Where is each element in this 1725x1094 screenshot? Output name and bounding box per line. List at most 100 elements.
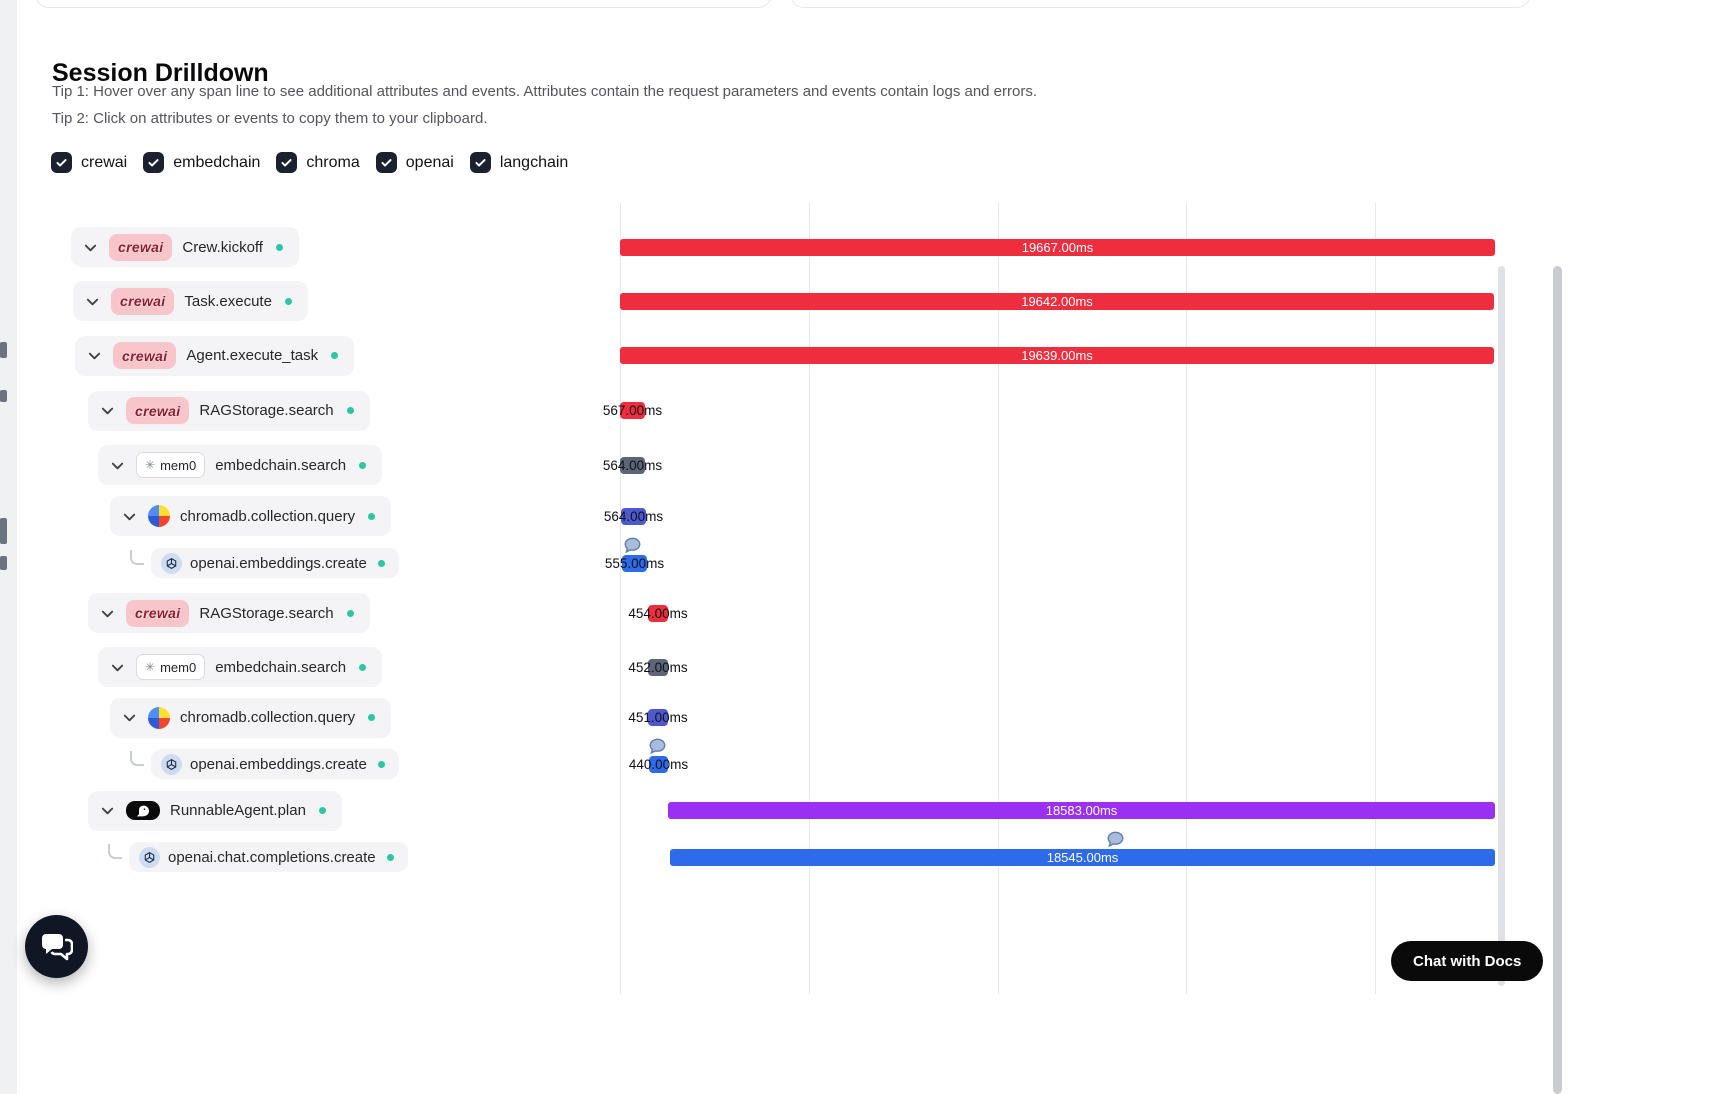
span-label-group: chromadb.collection.query xyxy=(110,697,392,738)
span-name: openai.chat.completions.create xyxy=(168,848,376,866)
tree-connector-icon xyxy=(108,843,122,859)
chevron-down-icon[interactable] xyxy=(120,507,138,525)
filter-chroma[interactable]: chroma xyxy=(276,152,363,173)
filter-label: embedchain xyxy=(173,153,261,171)
span-duration: 451.00ms xyxy=(628,710,688,725)
mem0-logo: ✳ mem0 xyxy=(136,654,206,680)
span-bar[interactable]: 19667.00ms xyxy=(620,238,1495,256)
timeline-gridline xyxy=(620,203,621,994)
chevron-down-icon[interactable] xyxy=(120,709,138,727)
span-bar[interactable]: 19639.00ms xyxy=(620,347,1494,364)
chevron-down-icon[interactable] xyxy=(81,238,99,256)
span-label[interactable]: crewai Agent.execute_task xyxy=(75,335,355,376)
chevron-down-icon[interactable] xyxy=(83,292,101,310)
status-dot xyxy=(346,407,354,414)
span-label[interactable]: crewai Task.execute xyxy=(73,281,308,321)
span-name: openai.embeddings.create xyxy=(190,755,367,773)
filter-langchain[interactable]: langchain xyxy=(469,152,573,173)
span-duration: 440.00ms xyxy=(628,756,689,772)
trace-row: crewai Agent.execute_task 19639.00ms xyxy=(0,328,1540,383)
top-card-stub-right xyxy=(790,0,1531,8)
chroma-logo-icon xyxy=(148,706,170,729)
filter-embedchain[interactable]: embedchain xyxy=(143,152,264,173)
status-dot xyxy=(318,807,326,814)
chevron-down-icon[interactable] xyxy=(85,347,103,365)
filter-label: langchain xyxy=(499,153,569,171)
event-bubble-icon[interactable] xyxy=(624,537,641,553)
checkbox-chroma-checked[interactable] xyxy=(276,152,298,173)
status-dot xyxy=(386,853,394,861)
filter-crewai[interactable]: crewai xyxy=(51,152,131,173)
event-bubble-icon[interactable] xyxy=(1107,831,1124,847)
left-edge-strip xyxy=(0,0,17,1094)
span-label[interactable]: chromadb.collection.query xyxy=(110,496,392,536)
span-label-group: openai.embeddings.create xyxy=(130,749,399,779)
span-label-group: ✳ mem0 embedchain.search xyxy=(98,445,383,485)
span-label-group: crewai Task.execute xyxy=(73,281,308,321)
span-bar[interactable] xyxy=(622,554,647,572)
span-label[interactable]: ✳ mem0 embedchain.search xyxy=(98,445,383,485)
span-name: Task.execute xyxy=(184,292,272,310)
page-scrollbar[interactable] xyxy=(1553,266,1562,1094)
span-name: embedchain.search xyxy=(215,456,347,474)
span-label[interactable]: crewai RAGStorage.search xyxy=(88,390,370,431)
timeline-gridline xyxy=(1375,203,1377,994)
span-bar[interactable] xyxy=(649,755,668,773)
span-label[interactable]: openai.embeddings.create xyxy=(151,749,399,779)
span-bar[interactable] xyxy=(620,456,645,474)
chevron-down-icon[interactable] xyxy=(98,604,116,622)
tree-connector-icon xyxy=(130,549,144,565)
span-bar[interactable] xyxy=(620,402,645,419)
openai-logo-icon xyxy=(161,552,182,574)
checkbox-openai-checked[interactable] xyxy=(375,152,397,173)
span-bar[interactable]: 18583.00ms xyxy=(668,802,1495,819)
span-label[interactable]: crewai Crew.kickoff xyxy=(71,227,299,267)
span-label[interactable]: openai.embeddings.create xyxy=(151,548,399,578)
status-dot xyxy=(368,714,376,721)
chat-with-docs-button[interactable]: Chat with Docs xyxy=(1391,941,1544,981)
chevron-down-icon[interactable] xyxy=(98,802,116,820)
trace-row: crewai Task.execute 19642.00ms xyxy=(0,274,1540,328)
trace-waterfall-panel: crewai Crew.kickoff 19667.00ms crewai Task.e… xyxy=(0,200,1540,994)
span-name: chromadb.collection.query xyxy=(180,709,356,726)
span-label[interactable]: RunnableAgent.plan xyxy=(88,790,342,831)
openai-logo-icon xyxy=(139,846,160,868)
span-label-group: openai.chat.completions.create xyxy=(108,842,408,872)
span-bar[interactable]: 19642.00ms xyxy=(620,292,1494,310)
span-label[interactable]: ✳ mem0 embedchain.search xyxy=(98,647,383,687)
chevron-down-icon[interactable] xyxy=(98,402,116,420)
span-bar[interactable] xyxy=(648,604,668,622)
span-bar[interactable] xyxy=(648,658,668,676)
mem0-mark-icon: ✳ xyxy=(145,458,156,472)
span-label[interactable]: chromadb.collection.query xyxy=(110,697,392,738)
span-bar[interactable]: 18545.00ms xyxy=(670,848,1495,866)
left-edge-fragment xyxy=(0,342,7,358)
tip-2: Tip 2: Click on attributes or events to … xyxy=(52,110,488,127)
span-name: chromadb.collection.query xyxy=(180,507,356,525)
span-name: openai.embeddings.create xyxy=(190,554,367,572)
trace-row: openai.chat.completions.create 18545.00ms xyxy=(0,831,1540,880)
span-label[interactable]: crewai RAGStorage.search xyxy=(88,593,370,633)
checkbox-crewai-checked[interactable] xyxy=(51,152,72,173)
status-dot xyxy=(346,609,354,617)
span-label[interactable]: openai.chat.completions.create xyxy=(129,842,408,872)
span-label-group: crewai RAGStorage.search xyxy=(88,390,370,431)
crewai-logo: crewai xyxy=(109,233,173,261)
event-bubble-icon[interactable] xyxy=(649,738,666,754)
span-bar[interactable] xyxy=(648,709,668,726)
span-label-group: crewai Agent.execute_task xyxy=(75,335,355,376)
filter-label: crewai xyxy=(81,153,128,171)
trace-panel-scrollbar[interactable] xyxy=(1498,266,1505,986)
filter-openai[interactable]: openai xyxy=(375,152,458,173)
trace-row: chromadb.collection.query 564.00ms xyxy=(0,492,1540,540)
chevron-down-icon[interactable] xyxy=(108,456,126,474)
trace-row: openai.embeddings.create 555.00ms xyxy=(0,537,1540,586)
checkbox-embedchain-checked[interactable] xyxy=(143,152,165,173)
span-duration: 19639.00ms xyxy=(1021,348,1093,363)
checkbox-langchain-checked[interactable] xyxy=(469,152,491,173)
chat-widget-launcher[interactable] xyxy=(25,915,88,978)
span-duration: 564.00ms xyxy=(603,508,664,524)
span-bar[interactable] xyxy=(621,507,646,525)
span-duration: 567.00ms xyxy=(602,403,663,418)
chevron-down-icon[interactable] xyxy=(108,658,126,676)
